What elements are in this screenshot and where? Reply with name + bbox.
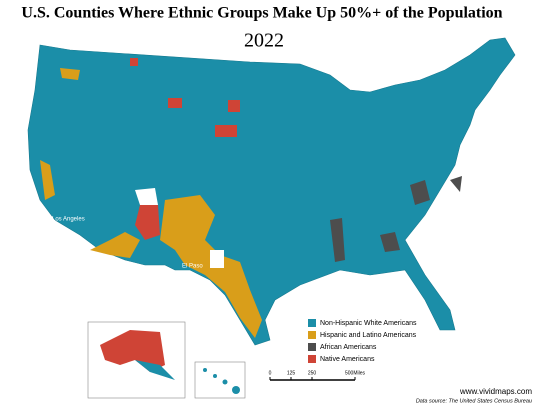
mainland [27, 37, 516, 346]
site-credit: www.vividmaps.com [459, 387, 532, 396]
legend-swatch [308, 355, 316, 363]
no-data-areas [135, 188, 224, 268]
african-american-areas [330, 176, 462, 262]
legend: Non-Hispanic White Americans Hispanic and… [308, 319, 417, 363]
city-label: Los Angeles [52, 217, 85, 223]
native-areas [130, 58, 240, 240]
legend-swatch [308, 331, 316, 339]
legend-swatch [308, 343, 316, 351]
scale-label: 500Miles [345, 370, 366, 376]
city-label: San Diego [50, 236, 79, 242]
us-map [27, 37, 516, 346]
city-labels: Los Angeles San Diego El Paso [50, 217, 203, 270]
source-credit: Data source: The United States Census Bu… [416, 398, 532, 404]
alaska-south [135, 360, 175, 380]
legend-swatch [308, 319, 316, 327]
scale-label: 0 [269, 370, 272, 376]
title: U.S. Counties Where Ethnic Groups Make U… [21, 5, 502, 22]
legend-label: Hispanic and Latino Americans [320, 332, 417, 339]
subtitle: 2022 [244, 30, 284, 52]
alaska [100, 330, 165, 372]
legend-label: African Americans [320, 344, 377, 351]
scale-label: 125 [287, 370, 296, 376]
hawaii [203, 368, 240, 394]
legend-label: Native Americans [320, 356, 375, 363]
city-label: El Paso [182, 264, 203, 270]
scale-labels: 0 125 250 500Miles [269, 370, 366, 380]
legend-label: Non-Hispanic White Americans [320, 320, 417, 327]
scale-label: 250 [308, 370, 317, 376]
